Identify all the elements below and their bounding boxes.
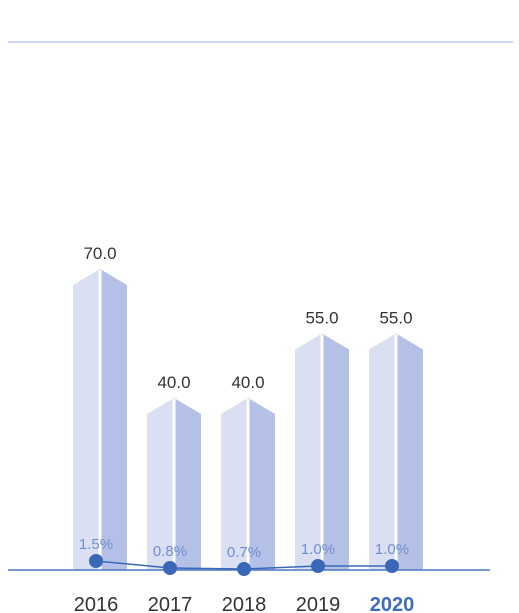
x-tick-2020: 2020: [370, 594, 415, 613]
bar-2019-right: [322, 333, 349, 570]
rate-label-2016: 1.5%: [79, 536, 113, 553]
x-tick-2018: 2018: [222, 594, 267, 613]
rate-point-2018: [237, 562, 251, 576]
bar-2017-left: [147, 398, 174, 570]
x-tick-2016: 2016: [74, 594, 119, 613]
x-ticks-group: 2016 2017 2018 2019 2020: [74, 594, 415, 613]
bar-2016-left: [73, 269, 100, 570]
rate-point-2017: [163, 561, 177, 575]
rate-point-2019: [311, 559, 325, 573]
bar-2018-left: [221, 398, 248, 570]
rate-line-group: 1.5% 0.8% 0.7% 1.0% 1.0%: [79, 536, 409, 576]
bar-2019-left: [295, 333, 322, 570]
bar-value-label-2019: 55.0: [305, 309, 338, 328]
bars-group: [73, 269, 423, 570]
bar-value-label-2018: 40.0: [231, 373, 264, 392]
bar-value-label-2016: 70.0: [83, 244, 116, 263]
rate-label-2017: 0.8%: [153, 543, 187, 560]
bar-2016-right: [100, 269, 127, 570]
x-tick-2019: 2019: [296, 594, 341, 613]
rate-label-2018: 0.7%: [227, 544, 261, 561]
bar-2017-right: [174, 398, 201, 570]
bar-labels-group: 70.0 40.0 40.0 55.0 55.0: [83, 244, 412, 392]
bar-2018-right: [248, 398, 275, 570]
x-tick-2017: 2017: [148, 594, 193, 613]
rate-label-2020: 1.0%: [375, 541, 409, 558]
rate-point-2016: [89, 554, 103, 568]
bar-2020-right: [396, 333, 423, 570]
bar-value-label-2017: 40.0: [157, 373, 190, 392]
rate-point-2020: [385, 559, 399, 573]
bar-value-label-2020: 55.0: [379, 309, 412, 328]
bar-2020-left: [369, 333, 396, 570]
rate-label-2019: 1.0%: [301, 541, 335, 558]
